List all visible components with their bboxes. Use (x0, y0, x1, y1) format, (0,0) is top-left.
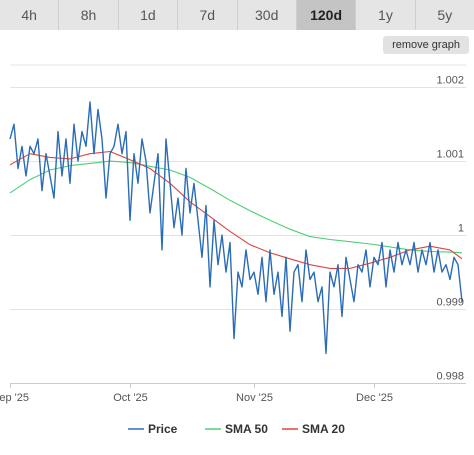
x-tick-label: Sep '25 (0, 392, 29, 404)
time-range-tabs: 4h 8h 1d 7d 30d 120d 1y 5y (0, 0, 474, 30)
legend-label[interactable]: SMA 20 (302, 422, 345, 436)
tab-1d[interactable]: 1d (119, 0, 179, 30)
x-tick-label: Oct '25 (113, 392, 148, 404)
series-line-sma-50 (9, 160, 463, 254)
y-tick-label: 1.001 (436, 149, 464, 161)
tab-8h[interactable]: 8h (59, 0, 119, 30)
series-line-sma-20 (9, 150, 463, 269)
y-tick-label: 1.002 (436, 75, 464, 87)
chart-series (9, 101, 463, 355)
x-tick-label: Dec '25 (356, 392, 393, 404)
chart-legend: Price SMA 50 SMA 20 (128, 422, 345, 436)
series-line-price (9, 101, 463, 355)
legend-label[interactable]: SMA 50 (225, 422, 268, 436)
y-axis: 1.002 1.001 1 0.999 0.998 (436, 75, 464, 383)
x-tick-label: Nov '25 (236, 392, 273, 404)
tab-5y[interactable]: 5y (437, 7, 453, 23)
remove-graph-button[interactable]: remove graph (383, 36, 469, 54)
tab-30d[interactable]: 30d (238, 0, 297, 30)
y-tick-label: 0.998 (436, 371, 464, 383)
x-axis: Sep '25 Oct '25 Nov '25 Dec '25 (0, 383, 466, 404)
tab-4h[interactable]: 4h (0, 0, 60, 30)
tab-1y[interactable]: 1y (356, 0, 416, 30)
tab-120d[interactable]: 120d (296, 0, 357, 30)
y-tick-label: 0.999 (436, 297, 464, 309)
tab-7d[interactable]: 7d (178, 0, 238, 30)
chart-grid (10, 64, 466, 384)
y-tick-label: 1 (458, 223, 464, 235)
legend-label[interactable]: Price (148, 422, 178, 436)
